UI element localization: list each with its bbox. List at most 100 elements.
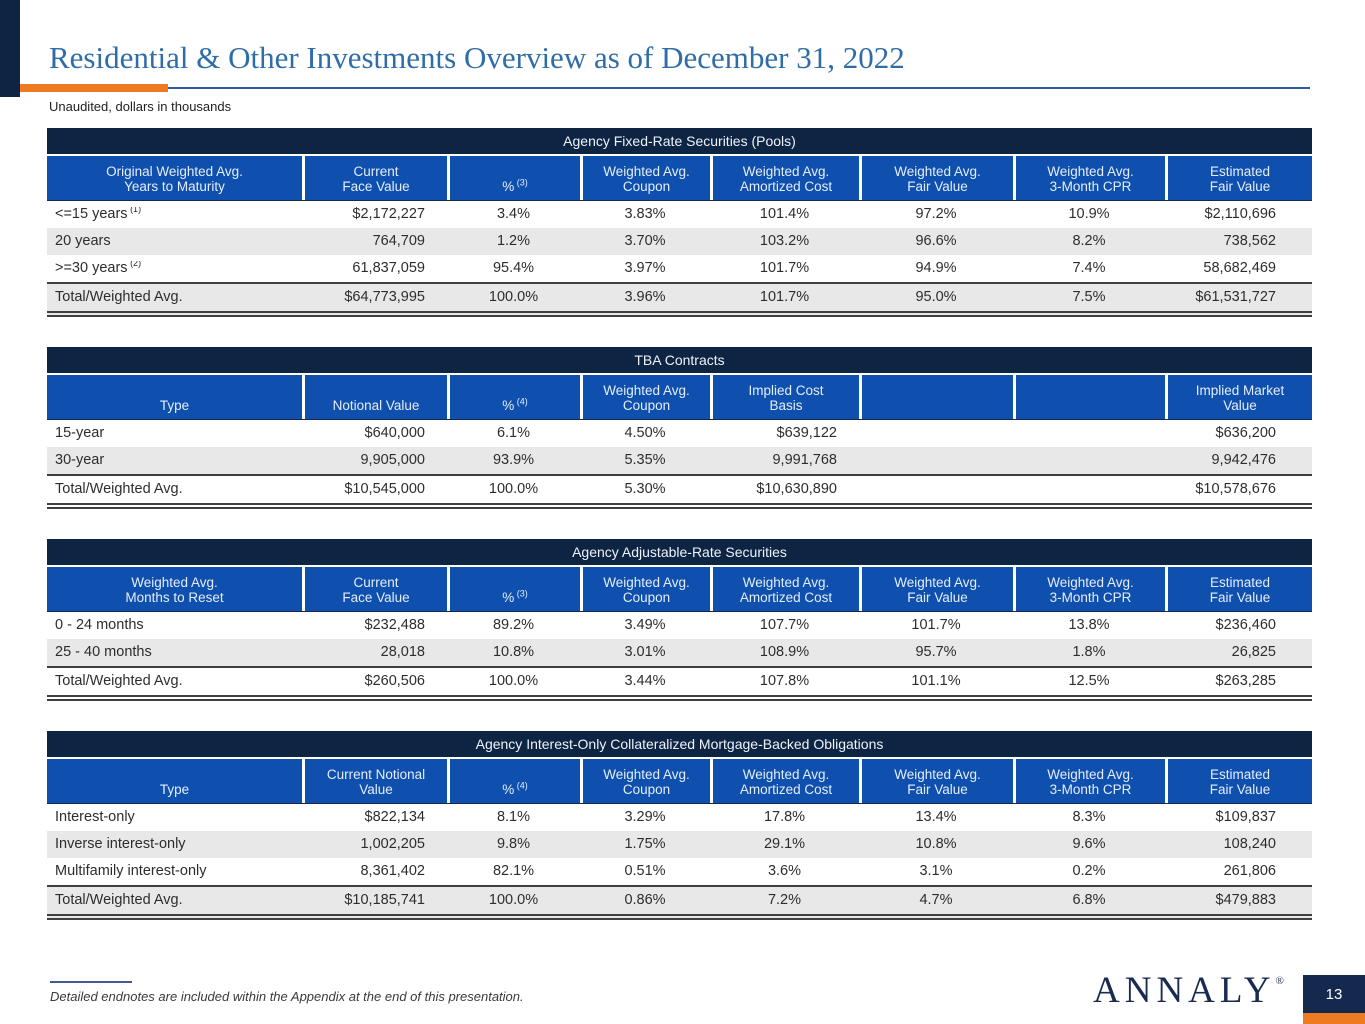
column-header: Weighted Avg. 3-Month CPR <box>1013 156 1165 200</box>
table-cell: 3.96% <box>624 290 666 305</box>
column-header-line: Coupon <box>622 179 671 194</box>
column-header: Current Notional Value <box>302 759 447 803</box>
column-header: Weighted Avg. Amortized Cost <box>710 759 859 803</box>
table-cell: 0.51% <box>624 864 666 879</box>
table-cell: 29.1% <box>763 837 806 852</box>
table-cell: $2,110,696 <box>1204 207 1277 222</box>
column-header: Weighted Avg. Coupon <box>580 156 710 200</box>
registered-mark: ® <box>1275 975 1284 987</box>
table-cell: 9,942,476 <box>1211 453 1276 468</box>
column-header: Estimated Fair Value <box>1165 759 1312 803</box>
table-cell: 10.9% <box>1068 207 1110 222</box>
column-header: Estimated Fair Value <box>1165 156 1312 200</box>
table-cell: 108.9% <box>759 645 810 660</box>
column-header-line: Weighted Avg. <box>131 575 218 590</box>
table-cell: 13.4% <box>915 810 957 825</box>
column-header-line: Current Notional <box>326 767 426 782</box>
column-header-line: % (4) <box>502 780 528 797</box>
column-header <box>1013 375 1165 419</box>
column-header-line: Fair Value <box>907 179 968 194</box>
column-header-line: Weighted Avg. <box>742 575 830 590</box>
row-label: 30-year <box>55 453 105 468</box>
table-cell: 89.2% <box>492 618 535 633</box>
table-row: 30-year 9,905,000 93.9% 5.35% 9,991,768 9,942… <box>47 447 1312 474</box>
table-cell: 100.0% <box>488 893 539 908</box>
table-cell: 95.4% <box>492 261 535 276</box>
column-header-line: Weighted Avg. <box>1047 575 1134 590</box>
page-number: 13 <box>1325 985 1343 1003</box>
table-cell: $10,185,741 <box>344 893 425 908</box>
footnote-marker: (4) <box>514 780 528 791</box>
table-cell: $479,883 <box>1215 893 1276 908</box>
table-row: 0 - 24 months $232,488 89.2% 3.49% 107.7% 101… <box>47 612 1312 639</box>
subtitle: Unaudited, dollars in thousands <box>49 99 232 114</box>
table-cell: 4.50% <box>624 426 666 441</box>
table-agency-adjustable-rate: Agency Adjustable-Rate Securities Weighte… <box>47 539 1312 701</box>
table-cell: $10,630,890 <box>756 482 837 497</box>
column-header: Implied Cost Basis <box>710 375 859 419</box>
column-header-line: Weighted Avg. <box>603 575 690 590</box>
column-header: Notional Value <box>302 375 447 419</box>
column-header-line: Weighted Avg. <box>603 383 690 398</box>
table-cell: 3.1% <box>919 864 953 879</box>
column-header: Original Weighted Avg. Years to Maturity <box>47 156 302 200</box>
table-cell: $260,506 <box>364 674 425 689</box>
column-header-line: Fair Value <box>907 782 968 797</box>
table-cell: $2,172,227 <box>352 207 425 222</box>
table-cell: 101.1% <box>911 674 961 689</box>
table-cell: 4.7% <box>919 893 953 908</box>
table-row: Multifamily interest-only 8,361,402 82.1% 0… <box>47 858 1312 885</box>
column-header-line: Current <box>353 575 399 590</box>
table-cell: 103.2% <box>759 234 810 249</box>
table-cell: $109,837 <box>1215 810 1276 825</box>
table-cell: 3.83% <box>624 207 666 222</box>
table-cell: 61,837,059 <box>352 261 425 276</box>
column-header: Current Face Value <box>302 567 447 611</box>
row-label: >=30 years (2) <box>47 261 302 276</box>
column-header-line: Fair Value <box>1209 590 1271 605</box>
column-header <box>859 375 1013 419</box>
column-header: Weighted Avg. Months to Reset <box>47 567 302 611</box>
table-cell: 7.2% <box>767 893 802 908</box>
table-cell: 95.0% <box>915 290 957 305</box>
table-cell: 8.2% <box>1072 234 1106 249</box>
column-header-line: Original Weighted Avg. <box>106 164 243 179</box>
row-label: 0 - 24 months <box>55 618 144 633</box>
table-row: Inverse interest-only 1,002,205 9.8% 1.75% 2… <box>47 831 1312 858</box>
column-header-line: Weighted Avg. <box>1047 767 1134 782</box>
endnote-text: Detailed endnotes are included within th… <box>50 989 524 1004</box>
total-row: Total/Weighted Avg. $260,506 100.0% 3.44% 10… <box>47 666 1312 701</box>
column-header-line: Face Value <box>342 590 410 605</box>
table-cell: 108,240 <box>1223 837 1276 852</box>
table-cell: 6.8% <box>1072 893 1106 908</box>
column-header: Weighted Avg. Fair Value <box>859 759 1013 803</box>
table-cell: 93.9% <box>492 453 535 468</box>
column-header-line: Fair Value <box>1209 782 1271 797</box>
table-cell: 5.30% <box>624 482 666 497</box>
total-row: Total/Weighted Avg. $10,185,741 100.0% 0.86… <box>47 885 1312 920</box>
table-cell: 12.5% <box>1068 674 1110 689</box>
column-header-line: Amortized Cost <box>739 179 833 194</box>
column-header-line: Value <box>1223 398 1257 413</box>
table-cell: $639,122 <box>776 426 837 441</box>
table-title: Agency Adjustable-Rate Securities <box>47 539 1312 565</box>
table-cell: 8.3% <box>1072 810 1106 825</box>
table-header-row: Weighted Avg. Months to Reset Current Face … <box>47 567 1312 612</box>
table-cell: 26,825 <box>1231 645 1276 660</box>
table-header-row: Type Notional Value % (4) Weighted Avg. Coup… <box>47 375 1312 420</box>
table-cell: 9,991,768 <box>772 453 837 468</box>
footnote-marker: (3) <box>514 177 528 188</box>
column-header: Weighted Avg. 3-Month CPR <box>1013 759 1165 803</box>
table-cell: 7.4% <box>1072 261 1106 276</box>
table-cell: 9.8% <box>496 837 531 852</box>
total-row: Total/Weighted Avg. $10,545,000 100.0% 5.30… <box>47 474 1312 509</box>
column-header: Weighted Avg. Coupon <box>580 375 710 419</box>
table-cell: 1,002,205 <box>360 837 425 852</box>
table-header-row: Original Weighted Avg. Years to Maturity C… <box>47 156 1312 201</box>
table-cell: 0.2% <box>1072 864 1106 879</box>
column-header-line: Notional Value <box>332 398 420 413</box>
row-label: Total/Weighted Avg. <box>55 482 183 497</box>
column-header: Weighted Avg. Coupon <box>580 567 710 611</box>
row-label: 25 - 40 months <box>55 645 152 660</box>
column-header: Weighted Avg. 3-Month CPR <box>1013 567 1165 611</box>
